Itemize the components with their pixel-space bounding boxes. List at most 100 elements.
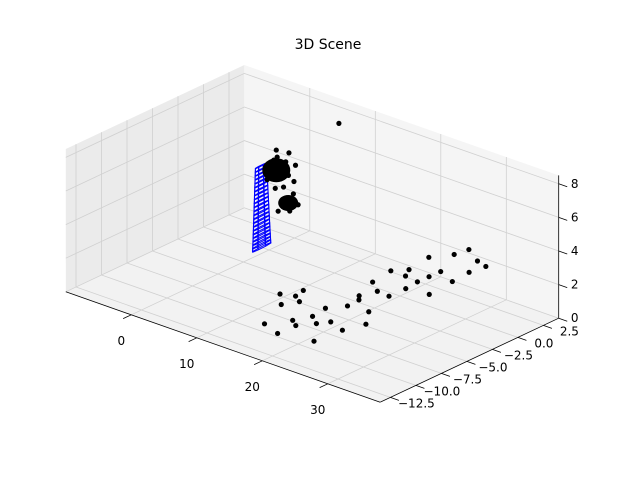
blue-wireframe	[251, 162, 272, 253]
chart-title: 3D Scene	[295, 37, 362, 53]
scatter-point	[296, 299, 303, 305]
z-tick	[558, 250, 568, 255]
scatter-points	[261, 120, 489, 344]
scatter-point	[438, 268, 444, 275]
y-tick-label: −5.0	[478, 360, 507, 374]
y-tick-label: −7.5	[453, 372, 482, 386]
scatter-point	[277, 291, 283, 297]
z-tick-label: 0	[571, 311, 579, 325]
floor-pane	[65, 207, 559, 403]
x-tick-label: 0	[117, 334, 125, 348]
scatter-point	[261, 321, 268, 327]
scatter-point	[344, 303, 351, 309]
axes-grid	[65, 72, 559, 398]
scatter-point	[291, 178, 297, 185]
scatter-point	[466, 246, 472, 253]
scatter-point	[426, 254, 432, 260]
scatter-point	[474, 258, 481, 264]
y-tick	[543, 325, 553, 329]
scatter-point	[280, 184, 287, 190]
y-tick	[441, 373, 451, 377]
scatter-point	[451, 251, 457, 258]
z-tick-label: 2	[571, 278, 579, 292]
y-tick-label: −10.0	[424, 384, 461, 398]
z-tick	[558, 217, 568, 221]
wireframe-rib	[252, 168, 256, 252]
x-tick	[319, 383, 328, 389]
scatter-point	[322, 305, 329, 311]
left-pane	[65, 65, 245, 292]
y-axis-line	[380, 317, 559, 403]
scatter-point	[402, 273, 409, 279]
scatter-point	[275, 208, 281, 214]
axes-lines	[65, 175, 568, 403]
z-tick-label: 6	[571, 210, 579, 224]
z-tick	[558, 317, 568, 322]
scatter-point	[426, 274, 432, 280]
y-tick	[466, 361, 476, 365]
scatter-point	[386, 293, 392, 299]
scatter-point	[273, 147, 279, 153]
scatter-point	[483, 263, 489, 270]
scatter-point	[406, 267, 412, 273]
scatter-point	[370, 279, 376, 285]
y-tick	[492, 349, 502, 353]
grid-line-z	[65, 72, 559, 185]
y-tick-label: 2.5	[560, 324, 579, 338]
y-tick	[390, 397, 400, 401]
x-tick-label: 10	[179, 357, 194, 371]
y-tick-label: −2.5	[504, 348, 533, 362]
grid-line-z	[65, 140, 559, 252]
scatter-point	[290, 317, 296, 323]
x-tick	[253, 360, 263, 366]
y-tick-label: 0.0	[534, 336, 553, 350]
wireframe-rib	[257, 166, 260, 249]
x-tick-label: 30	[310, 403, 325, 417]
y-tick	[415, 385, 425, 389]
x-tick-label: 20	[245, 380, 260, 394]
scatter-point	[403, 286, 409, 292]
scatter-point	[363, 321, 369, 327]
scatter-point	[356, 293, 362, 299]
x-tick	[188, 337, 197, 343]
grid-line-z	[65, 106, 559, 218]
scatter-point	[292, 293, 299, 299]
z-tick-label: 8	[571, 177, 579, 191]
scatter-point	[313, 320, 320, 327]
wireframe-rib	[262, 164, 266, 245]
scatter-cluster	[278, 194, 299, 211]
scatter-point	[309, 313, 316, 319]
scatter-point	[300, 287, 306, 294]
scatter-point	[328, 319, 334, 325]
scatter-point	[374, 288, 380, 294]
scatter-point	[278, 301, 284, 308]
z-tick	[558, 183, 568, 188]
x-axis-line	[65, 291, 381, 403]
z-tick	[558, 284, 568, 288]
scatter-cluster	[262, 158, 291, 183]
scatter-point	[449, 278, 455, 285]
scatter-point	[339, 327, 345, 333]
y-tick	[517, 337, 527, 341]
scatter-point	[293, 322, 299, 329]
x-tick	[122, 314, 132, 320]
scatter-point	[286, 150, 292, 156]
z-tick-label: 4	[571, 244, 579, 258]
scatter-point	[466, 269, 472, 275]
y-tick-label: −12.5	[398, 396, 435, 410]
scatter-point	[272, 185, 278, 191]
scatter-point	[292, 162, 299, 168]
scatter-point	[388, 268, 394, 274]
scatter-point	[290, 191, 296, 197]
scatter-point	[414, 279, 420, 285]
scatter-point	[356, 297, 362, 303]
scatter-point	[275, 330, 281, 337]
scatter-point	[336, 120, 342, 126]
scatter-point	[426, 291, 432, 298]
scatter-point	[311, 338, 317, 344]
scatter-point	[366, 309, 372, 315]
tick-labels: 0 10 20 30 2.5 0.0−2.5−5.0−7.5−10.0−12.5 0 2 4 6 8	[117, 177, 578, 417]
grid-line-z	[65, 173, 559, 285]
